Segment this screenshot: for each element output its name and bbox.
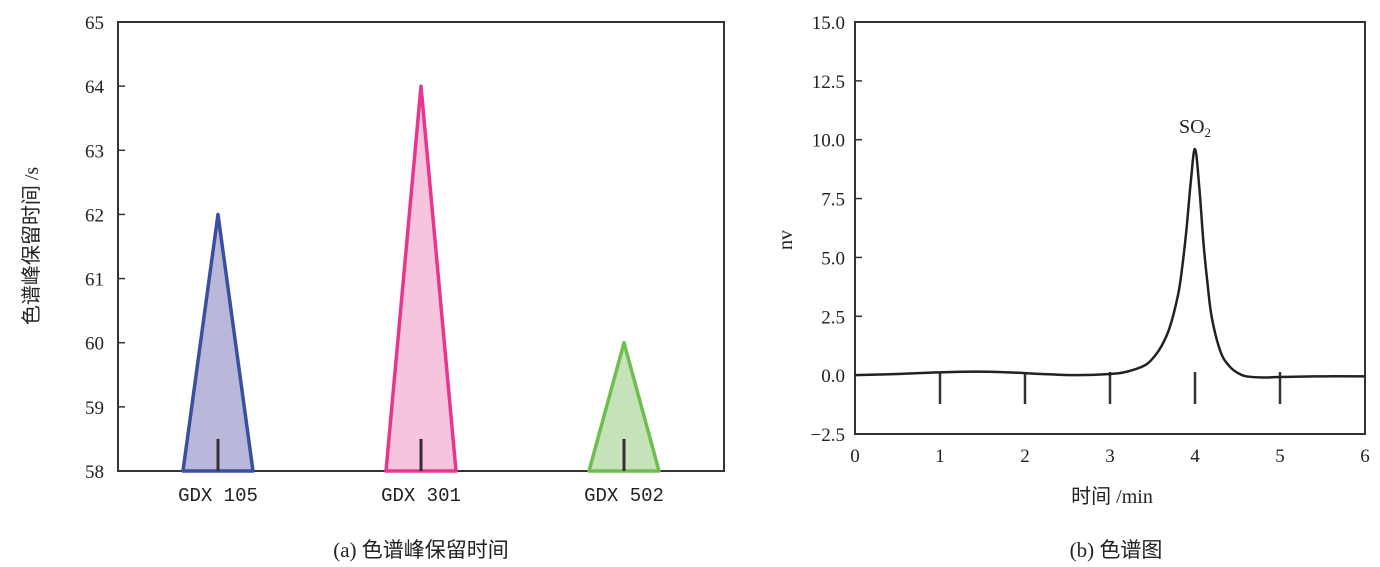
chart-a-y-tick-label: 63 (85, 141, 104, 162)
chart-a-y-tick-label: 60 (85, 334, 104, 355)
chart-b-x-axis-title: 时间 /min (1071, 485, 1153, 508)
chart-b-caption: (b) 色谱图 (1070, 538, 1163, 562)
chart-b-y-tick-label: −2.5 (811, 425, 845, 446)
chart-a-caption: (a) 色谱峰保留时间 (333, 538, 509, 562)
chart-b-x-tick-label: 3 (1105, 446, 1115, 467)
chart-b-frame (854, 21, 1366, 435)
chart-b-x-tick-label: 4 (1190, 446, 1200, 467)
chart-b-y-tick-label: 15.0 (812, 13, 845, 34)
chart-b-y-tick-label: 2.5 (821, 307, 845, 328)
bar-gdx-301 (384, 84, 458, 473)
chromatogram-line (854, 147, 1366, 379)
bar-gdx-105 (181, 212, 255, 473)
chart-b-y-tick-label: 0.0 (821, 366, 845, 387)
chart-b-x-tick-label: 0 (850, 446, 860, 467)
category-label: GDX 301 (381, 485, 461, 507)
chart-b-x-tick-label: 1 (935, 446, 945, 467)
chart-b-y-tick-label: 7.5 (821, 190, 845, 211)
so2-peak-label-subscript: 2 (1205, 125, 1212, 140)
chart-a-y-tick-label: 64 (85, 77, 105, 98)
chart-a-y-tick-label: 65 (85, 13, 104, 34)
chart-a-x-axis: GDX 105 GDX 301 GDX 502 (178, 485, 664, 507)
chart-a-y-axis-title: 色谱峰保留时间 /s (20, 167, 43, 326)
chart-b-y-axis-title: nv (775, 230, 797, 250)
chart-b-y-tick-label: 12.5 (812, 72, 845, 93)
chart-a-y-axis: 58 59 60 61 62 63 64 65 (85, 13, 125, 483)
chart-b-y-tick-label: 5.0 (821, 248, 845, 269)
retention-time-chart: 58 59 60 61 62 63 64 65 GDX 105 GDX 301 GDX 502 色… (20, 13, 725, 562)
chart-a-marks (181, 84, 661, 473)
chart-b-x-tick-label: 2 (1020, 446, 1030, 467)
chart-b-y-tick-label: 10.0 (812, 131, 845, 152)
category-label: GDX 502 (584, 485, 664, 507)
chart-b-y-axis: −2.5 0.0 2.5 5.0 7.5 10.0 12.5 15.0 (811, 13, 862, 446)
chart-a-y-tick-label: 62 (85, 205, 104, 226)
chart-b-x-tick-label: 6 (1360, 446, 1370, 467)
chart-b-x-axis: 0 1 2 3 4 5 6 (850, 372, 1370, 467)
so2-peak-label-main: SO (1179, 116, 1205, 138)
so2-peak-label: SO2 (1179, 116, 1211, 140)
chart-b-x-tick-label: 5 (1275, 446, 1285, 467)
chart-a-y-tick-label: 59 (85, 398, 104, 419)
chart-a-y-tick-label: 61 (85, 270, 104, 291)
chart-a-y-tick-label: 58 (85, 462, 104, 483)
category-label: GDX 105 (178, 485, 258, 507)
